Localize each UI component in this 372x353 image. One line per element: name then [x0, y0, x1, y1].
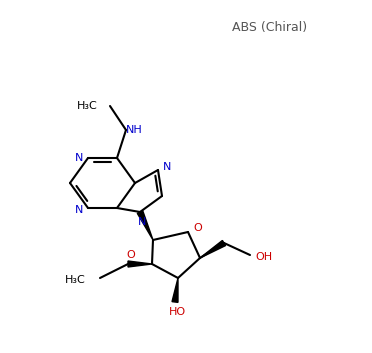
Text: O: O [193, 223, 202, 233]
Text: ABS (Chiral): ABS (Chiral) [232, 22, 308, 35]
Text: NH: NH [126, 125, 142, 135]
Polygon shape [137, 211, 153, 240]
Text: N: N [138, 217, 146, 227]
Text: H₃C: H₃C [77, 101, 98, 111]
Text: H₃C: H₃C [65, 275, 86, 285]
Text: HO: HO [169, 307, 186, 317]
Text: O: O [126, 250, 135, 260]
Text: N: N [75, 153, 83, 163]
Polygon shape [172, 278, 178, 303]
Polygon shape [128, 261, 152, 267]
Polygon shape [200, 240, 225, 258]
Text: N: N [75, 205, 83, 215]
Text: N: N [163, 162, 171, 172]
Text: OH: OH [256, 252, 273, 262]
